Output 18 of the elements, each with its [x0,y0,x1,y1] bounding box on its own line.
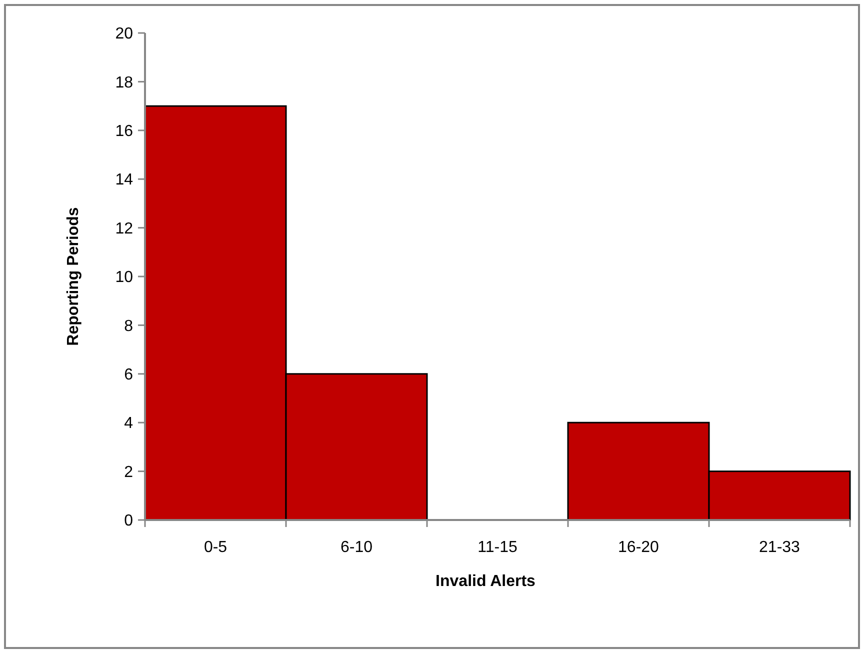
y-tick-label: 6 [124,366,134,384]
y-tick-label: 20 [115,26,134,43]
y-tick-label: 8 [124,318,134,335]
y-tick-label: 10 [115,269,134,286]
y-tick-label: 4 [124,415,134,432]
x-axis-title: Invalid Alerts [436,573,536,590]
y-tick-label: 2 [124,464,134,481]
y-tick-label: 12 [115,220,134,238]
x-tick-label: 21-33 [759,539,800,556]
y-tick-label: 18 [115,74,134,92]
x-tick-label: 0-5 [204,539,228,556]
x-tick-label: 6-10 [340,539,373,556]
y-axis-title: Reporting Periods [65,207,82,346]
y-tick-label: 14 [115,172,134,189]
y-tick-label: 0 [124,512,134,530]
y-tick-label: 16 [115,123,134,140]
x-tick-label: 11-15 [478,539,518,556]
x-tick-label: 16-20 [618,539,660,556]
